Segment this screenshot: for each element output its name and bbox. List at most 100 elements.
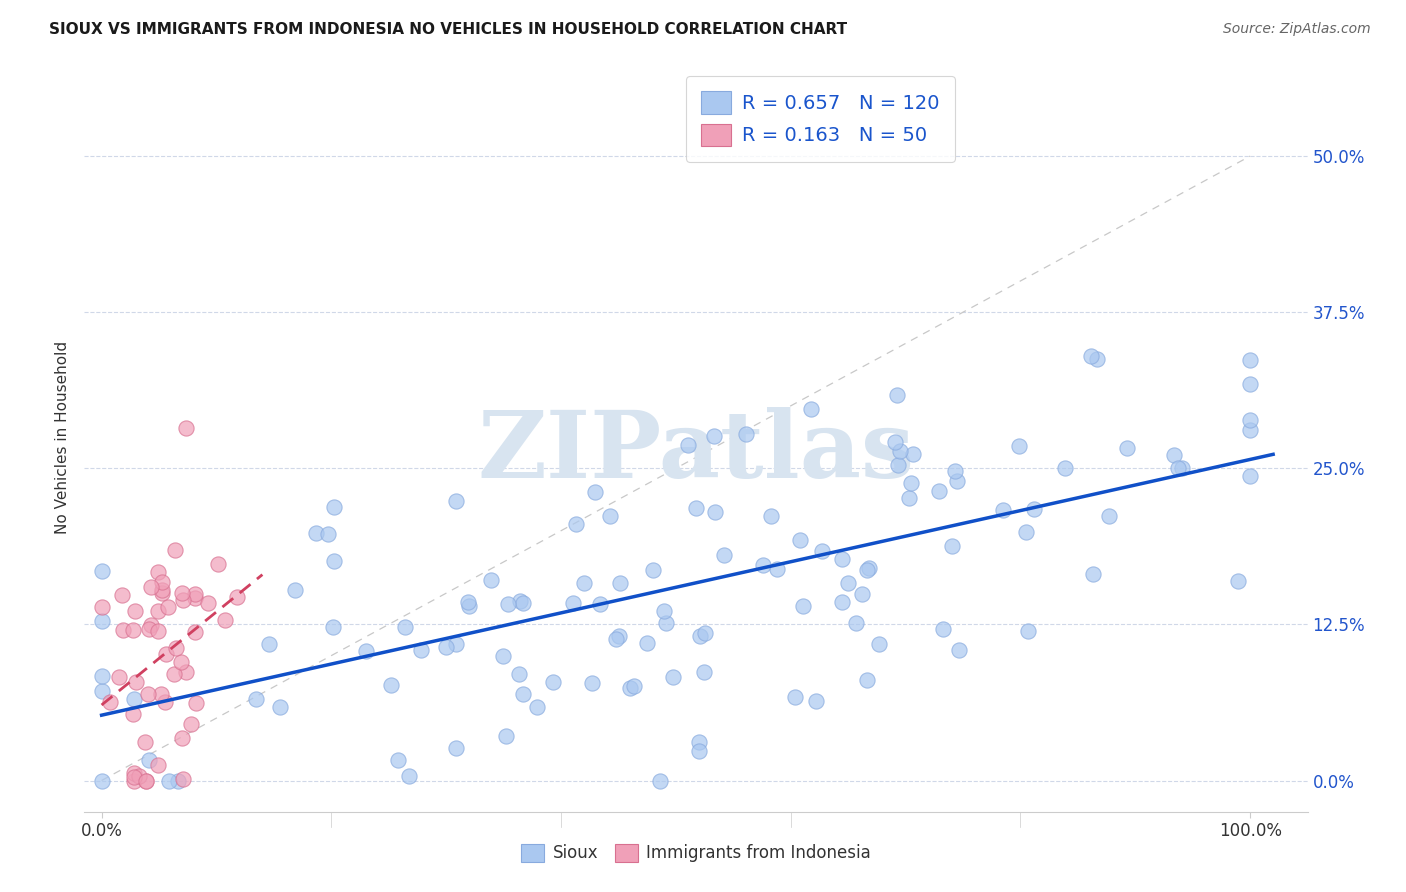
Y-axis label: No Vehicles in Household: No Vehicles in Household [55,341,70,533]
Point [184,697,207,711]
Text: ZIPatlas: ZIPatlas [478,407,914,497]
Point [1116,442,1139,456]
Point [855,673,877,687]
Point [150,582,173,597]
Point [734,426,756,441]
Point [607,629,630,643]
Point [184,625,207,640]
Text: SIOUX VS IMMIGRANTS FROM INDONESIA NO VEHICLES IN HOUSEHOLD CORRELATION CHART: SIOUX VS IMMIGRANTS FROM INDONESIA NO VE… [49,22,848,37]
Point [323,553,346,567]
Point [1097,509,1119,524]
Point [609,576,631,591]
Point [184,587,207,601]
Point [155,695,177,709]
Point [623,680,645,694]
Point [170,655,193,669]
Point [155,647,177,661]
Point [636,636,658,650]
Point [811,544,834,558]
Point [479,574,502,588]
Point [283,583,305,598]
Point [458,599,481,614]
Point [804,694,827,708]
Point [165,641,187,656]
Point [387,753,409,767]
Point [943,464,966,478]
Point [543,675,565,690]
Point [688,743,710,757]
Point [800,402,823,417]
Point [1227,574,1250,589]
Point [605,632,627,647]
Point [900,476,922,491]
Point [695,626,717,640]
Point [139,618,162,632]
Point [689,629,711,643]
Point [1239,376,1261,391]
Point [172,593,194,607]
Point [492,649,515,664]
Point [444,741,467,756]
Point [856,563,879,577]
Point [1008,439,1031,453]
Point [398,769,420,783]
Point [380,678,402,692]
Point [496,598,519,612]
Point [583,484,606,499]
Point [157,773,180,788]
Point [172,772,194,786]
Point [1080,349,1102,363]
Point [111,623,134,637]
Point [752,558,775,573]
Point [90,599,112,614]
Point [766,562,789,576]
Point [928,483,950,498]
Point [90,773,112,788]
Point [134,734,156,748]
Point [176,421,198,435]
Point [1167,460,1189,475]
Point [259,637,281,651]
Point [599,509,621,524]
Point [991,502,1014,516]
Point [146,565,169,579]
Point [759,508,782,523]
Point [128,769,150,783]
Point [562,596,585,610]
Point [884,434,907,449]
Point [1239,352,1261,367]
Point [170,586,193,600]
Point [138,687,160,701]
Point [693,665,716,679]
Point [941,539,963,553]
Point [851,587,873,601]
Point [197,596,219,610]
Point [98,695,121,709]
Point [444,637,467,651]
Point [125,674,148,689]
Point [409,643,432,657]
Point [495,729,517,743]
Point [512,596,534,610]
Point [1163,448,1185,462]
Point [122,706,145,721]
Point [124,773,146,788]
Point [789,533,811,548]
Point [122,770,145,784]
Point [831,551,853,566]
Point [509,593,531,607]
Point [783,690,806,705]
Point [1239,469,1261,483]
Point [122,765,145,780]
Legend: Sioux, Immigrants from Indonesia: Sioux, Immigrants from Indonesia [512,836,880,871]
Point [619,681,641,695]
Point [322,620,344,634]
Point [685,501,707,516]
Point [1171,461,1194,475]
Point [394,620,416,634]
Point [90,564,112,578]
Point [124,604,146,618]
Point [434,640,457,655]
Point [146,604,169,618]
Point [1081,566,1104,581]
